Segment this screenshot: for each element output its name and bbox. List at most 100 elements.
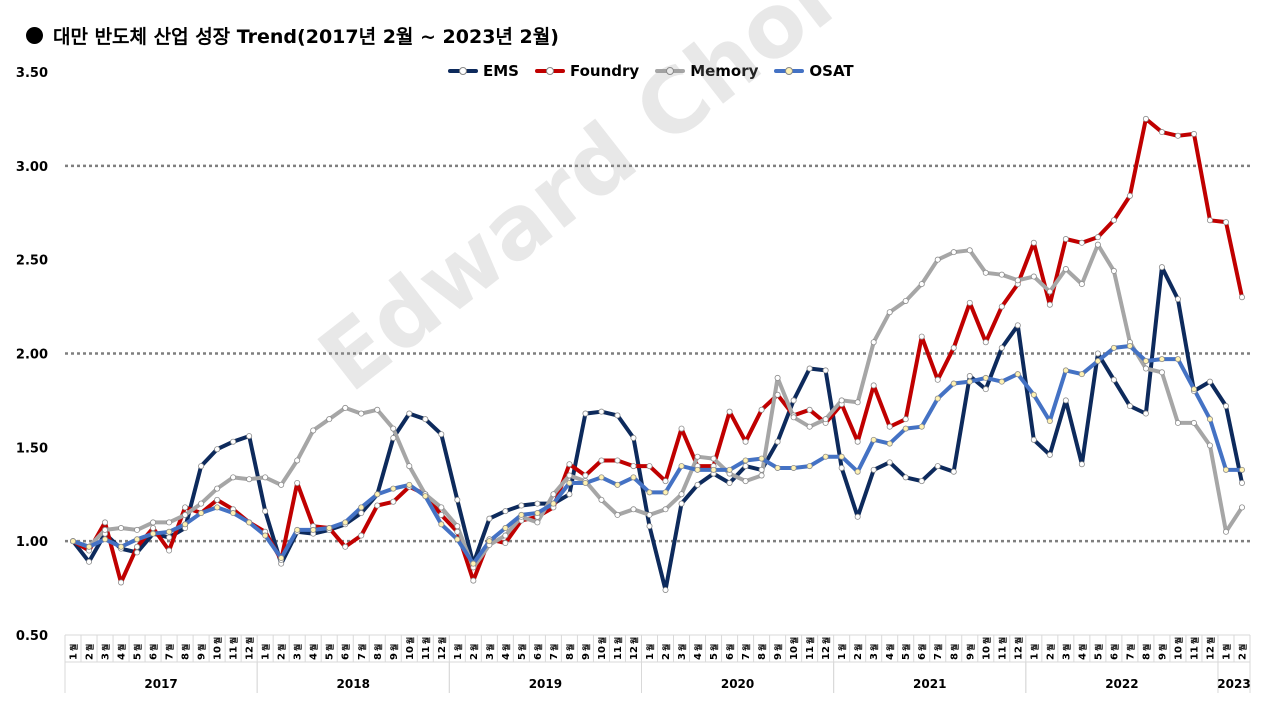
data-point-osat — [1014, 371, 1021, 378]
month-tick-label: 9월 — [389, 644, 400, 660]
month-tick-label: 8월 — [373, 644, 384, 660]
legend: EMS Foundry Memory OSAT — [448, 62, 854, 80]
data-point-ems — [886, 459, 893, 466]
data-point-osat — [262, 532, 269, 539]
data-point-osat — [1158, 356, 1165, 363]
data-point-osat — [390, 485, 397, 492]
data-point-osat — [854, 468, 861, 475]
month-tick-label: 10월 — [405, 637, 416, 660]
data-point-ems — [134, 549, 141, 556]
data-point-memory — [326, 416, 333, 423]
legend-swatch — [448, 67, 478, 75]
data-point-osat — [422, 493, 429, 500]
month-tick-label: 6월 — [533, 644, 544, 660]
data-point-osat — [662, 489, 669, 496]
month-tick-label: 2월 — [85, 644, 96, 660]
data-point-memory — [342, 404, 349, 411]
data-point-ems — [486, 515, 493, 522]
data-point-foundry — [182, 504, 189, 511]
data-point-osat — [1142, 358, 1149, 365]
data-point-ems — [950, 468, 957, 475]
data-point-memory — [1046, 288, 1053, 295]
data-point-osat — [950, 380, 957, 387]
data-point-memory — [758, 472, 765, 479]
data-point-foundry — [1062, 236, 1069, 243]
data-point-osat — [582, 479, 589, 486]
month-tick-label: 1월 — [453, 644, 464, 660]
month-tick-label: 10월 — [981, 637, 992, 660]
data-point-foundry — [870, 382, 877, 389]
data-point-memory — [678, 491, 685, 498]
data-point-foundry — [1238, 294, 1245, 301]
month-tick-label: 12월 — [245, 637, 256, 660]
data-point-ems — [1142, 410, 1149, 417]
data-point-foundry — [854, 438, 861, 445]
month-tick-label: 6월 — [341, 644, 352, 660]
data-point-foundry — [1190, 130, 1197, 137]
data-point-foundry — [742, 438, 749, 445]
data-point-osat — [70, 538, 77, 545]
data-point-memory — [1094, 241, 1101, 248]
data-point-ems — [1206, 378, 1213, 385]
month-tick-label: 5월 — [325, 644, 336, 660]
month-tick-label: 9월 — [965, 644, 976, 660]
data-point-memory — [294, 457, 301, 464]
month-tick-label: 4월 — [117, 644, 128, 660]
month-tick-label: 11월 — [805, 637, 816, 660]
legend-item-foundry: Foundry — [534, 62, 639, 80]
data-point-ems — [806, 365, 813, 372]
data-point-ems — [358, 510, 365, 517]
data-point-osat — [1078, 371, 1085, 378]
data-point-memory — [278, 481, 285, 488]
year-label: 2019 — [529, 677, 562, 691]
data-point-foundry — [966, 299, 973, 306]
data-point-foundry — [374, 502, 381, 509]
data-point-osat — [710, 466, 717, 473]
month-tick-label: 7월 — [933, 644, 944, 660]
data-point-memory — [198, 500, 205, 507]
month-tick-label: 7월 — [165, 644, 176, 660]
month-tick-label: 1월 — [645, 644, 656, 660]
legend-swatch — [774, 67, 805, 75]
month-tick-label: 8월 — [1141, 644, 1152, 660]
data-point-memory — [262, 474, 269, 481]
data-point-foundry — [1126, 192, 1133, 199]
data-point-ems — [1078, 461, 1085, 468]
data-point-memory — [102, 526, 109, 533]
data-point-ems — [614, 412, 621, 419]
data-point-memory — [646, 511, 653, 518]
data-point-memory — [774, 374, 781, 381]
data-point-ems — [454, 496, 461, 503]
month-tick-label: 7월 — [1125, 644, 1136, 660]
data-point-ems — [998, 344, 1005, 351]
data-point-memory — [310, 427, 317, 434]
data-point-osat — [150, 530, 157, 537]
data-point-foundry — [678, 425, 685, 432]
data-point-ems — [790, 397, 797, 404]
data-point-memory — [966, 247, 973, 254]
data-point-memory — [1142, 365, 1149, 372]
month-tick-label: 3월 — [677, 644, 688, 660]
data-point-foundry — [598, 457, 605, 464]
month-tick-label: 3월 — [869, 644, 880, 660]
data-point-ems — [774, 438, 781, 445]
data-point-osat — [694, 466, 701, 473]
data-point-osat — [230, 510, 237, 517]
data-point-osat — [278, 555, 285, 562]
data-point-osat — [566, 479, 573, 486]
month-tick-label: 6월 — [1109, 644, 1120, 660]
data-point-osat — [998, 378, 1005, 385]
data-point-memory — [1030, 273, 1037, 280]
data-point-foundry — [102, 519, 109, 526]
month-tick-label: 5월 — [517, 644, 528, 660]
data-point-foundry — [614, 457, 621, 464]
data-point-osat — [678, 463, 685, 470]
data-point-ems — [438, 431, 445, 438]
data-point-osat — [646, 489, 653, 496]
month-tick-label: 3월 — [101, 644, 112, 660]
legend-item-osat: OSAT — [774, 62, 854, 80]
legend-swatch — [534, 67, 565, 75]
month-tick-label: 4월 — [501, 644, 512, 660]
data-point-memory — [406, 463, 413, 470]
